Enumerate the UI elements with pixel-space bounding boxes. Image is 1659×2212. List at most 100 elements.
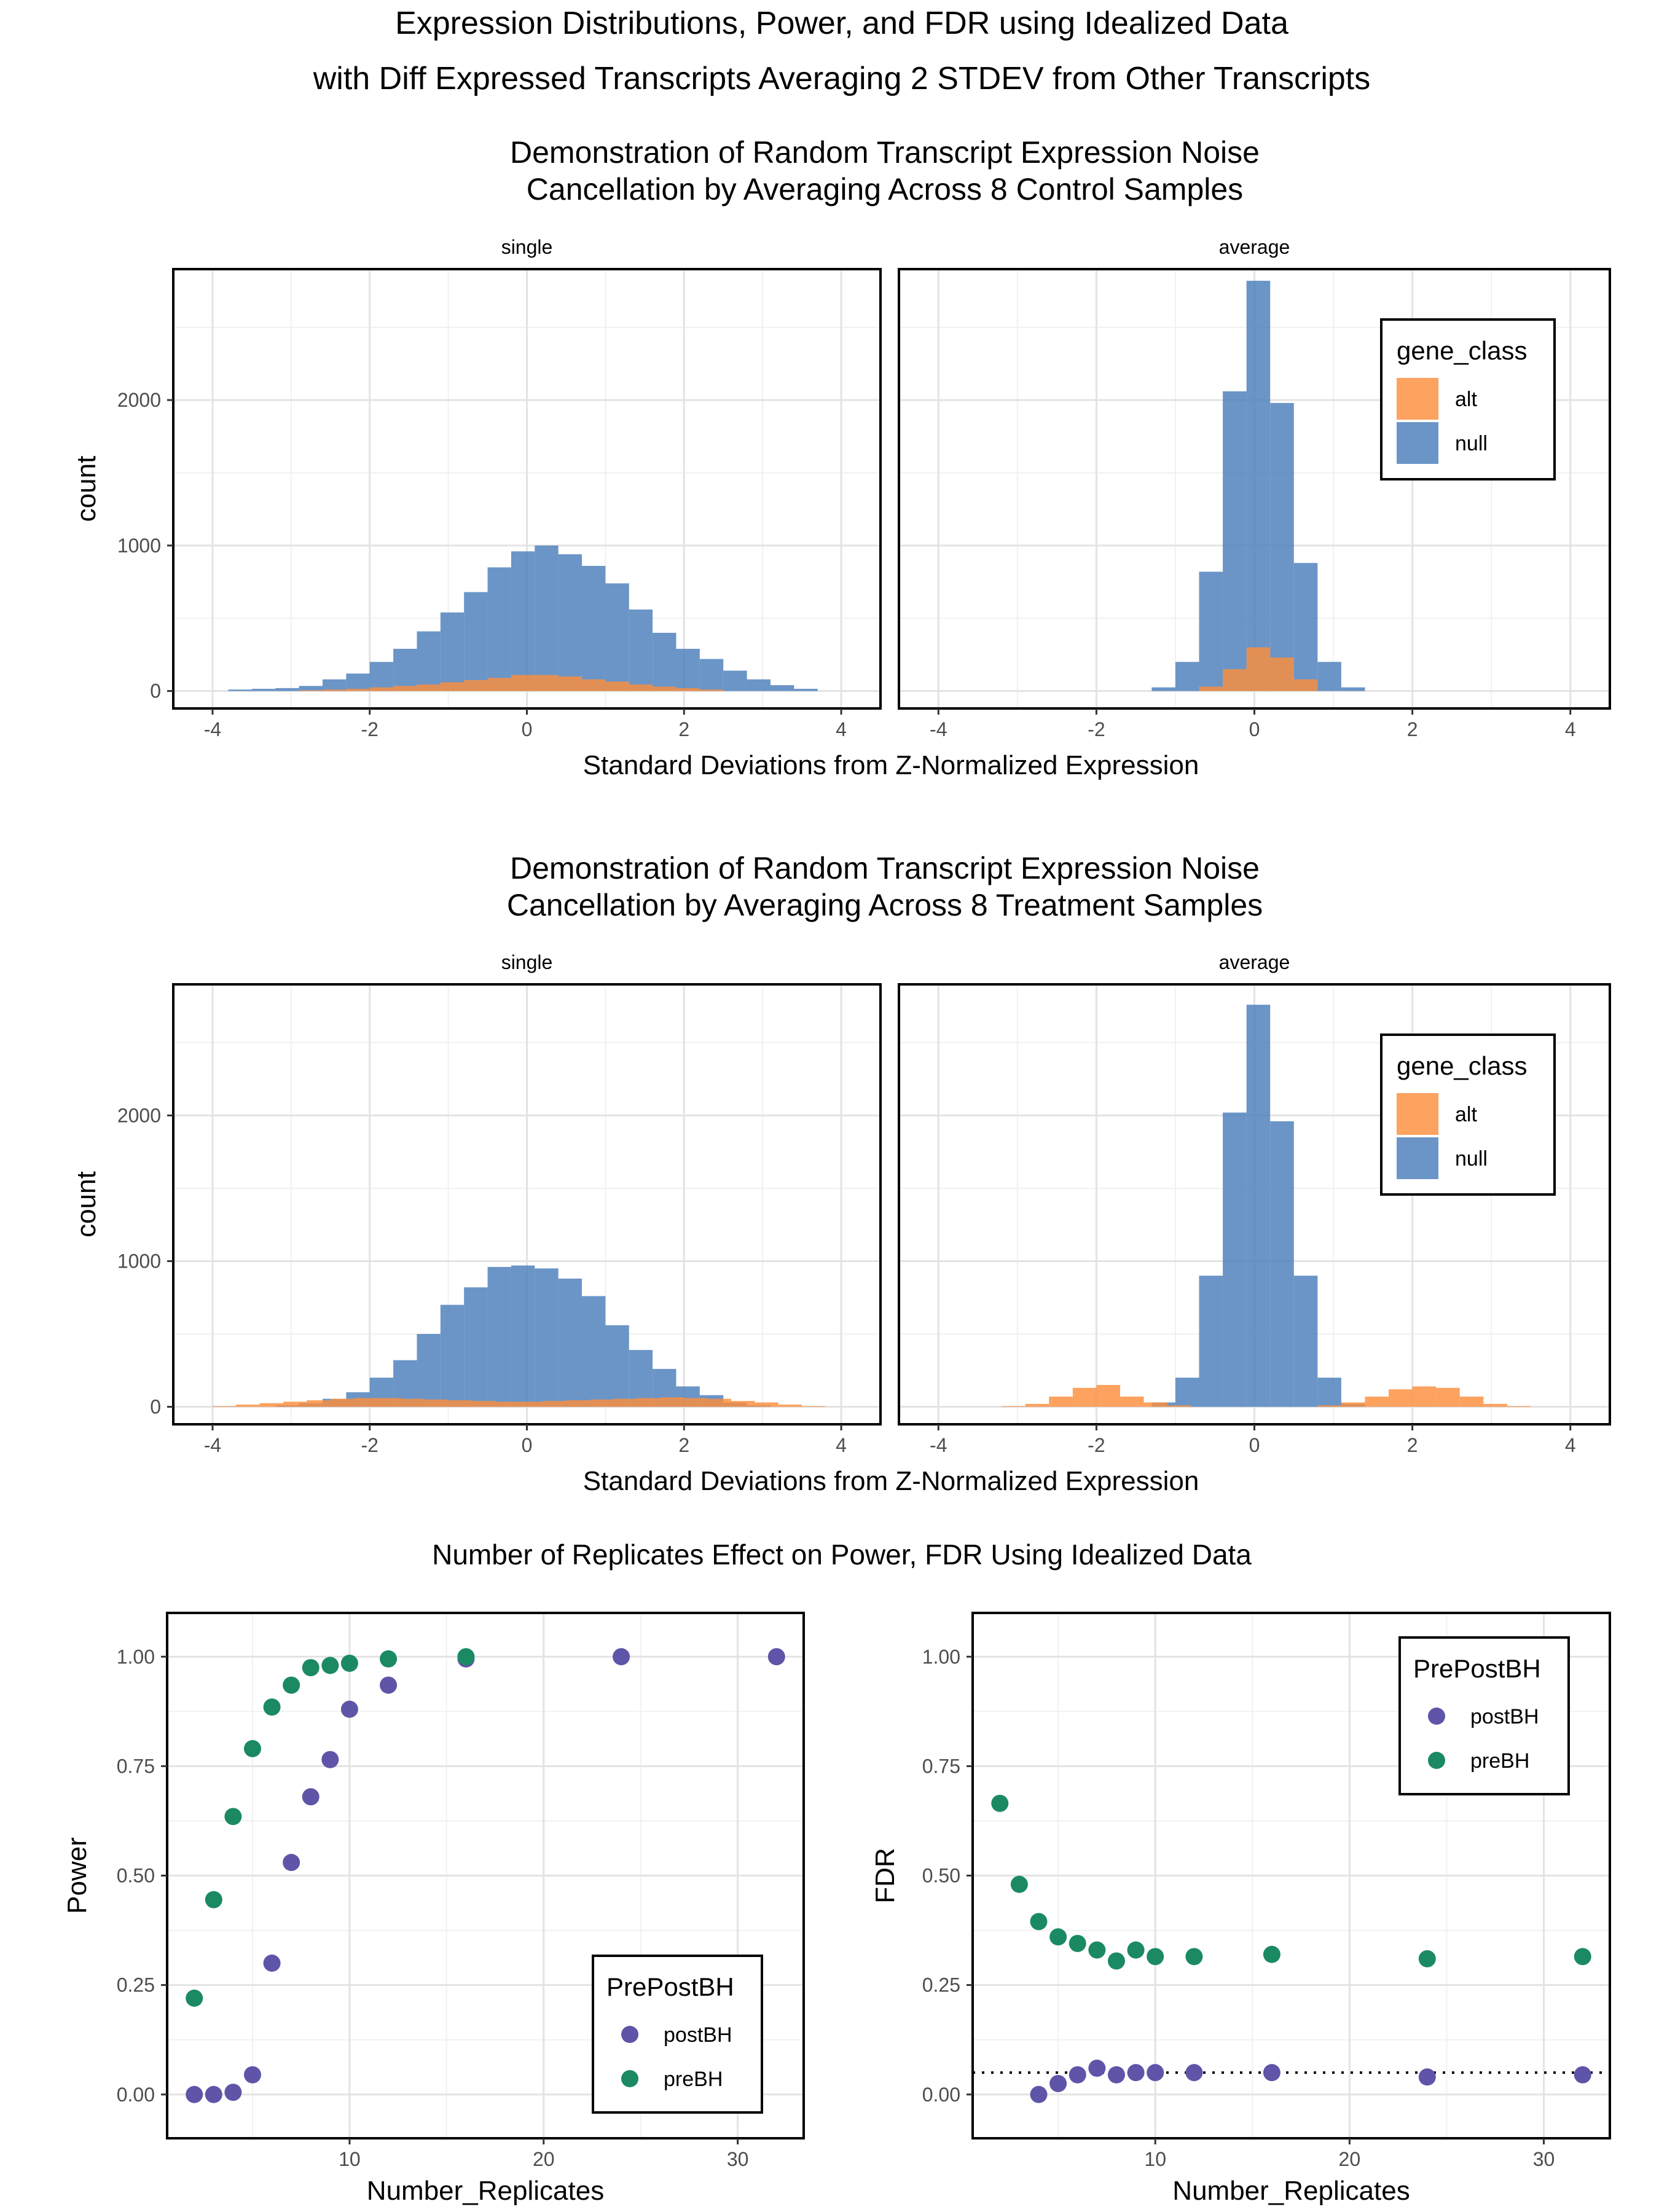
x-axis-label: Number_Replicates — [1172, 2176, 1410, 2206]
histogram-bar-alt — [629, 684, 653, 691]
histogram-bar-alt — [653, 686, 677, 691]
x-tick-label: 20 — [1339, 2148, 1361, 2170]
legend-title: gene_class — [1397, 336, 1527, 365]
legend-title: PrePostBH — [1413, 1654, 1541, 1683]
histogram-bar-alt — [425, 1399, 449, 1407]
histogram-bar-null — [794, 689, 818, 691]
histogram-bar-null — [1223, 391, 1247, 691]
point-postBH — [1127, 2064, 1145, 2082]
point-preBH — [321, 1657, 339, 1674]
y-tick-label: 0.75 — [117, 1755, 155, 1777]
histogram-bar-alt — [369, 687, 394, 691]
histogram-bar-null — [417, 1334, 441, 1407]
y-tick-label: 1.00 — [922, 1645, 960, 1668]
histogram-bar-alt — [440, 682, 465, 691]
histogram-bar-alt — [535, 675, 559, 691]
histogram-bar-null — [369, 662, 394, 691]
point-preBH — [263, 1698, 281, 1716]
histogram-bar-alt — [676, 688, 700, 691]
legend-box — [1398, 1636, 1570, 1795]
x-tick-label: 0 — [1249, 1434, 1260, 1456]
point-preBH — [380, 1650, 398, 1668]
histogram-bar-alt — [487, 678, 511, 691]
histogram-bar-alt — [511, 675, 535, 691]
histogram-bar-alt — [307, 1400, 331, 1407]
histogram-bar-null — [440, 1304, 465, 1407]
point-postBH — [1107, 2066, 1125, 2084]
histogram-bar-alt — [1436, 1387, 1460, 1407]
legend-key-alt — [1397, 1093, 1438, 1135]
point-preBH — [1147, 1948, 1164, 1966]
histogram-bar-alt — [707, 1398, 732, 1407]
x-tick-label: -2 — [361, 1434, 378, 1456]
histogram-bar-null — [299, 686, 323, 691]
histogram-bar-null — [1317, 662, 1341, 691]
histogram-bar-null — [1246, 1005, 1271, 1407]
point-postBH — [340, 1700, 358, 1718]
point-preBH — [1185, 1948, 1203, 1966]
y-axis-label: count — [71, 1171, 101, 1237]
histogram-bar-alt — [699, 689, 724, 691]
point-postBH — [1088, 2060, 1106, 2077]
histogram-bar-null — [228, 689, 252, 691]
histogram-bar-alt — [417, 684, 441, 691]
y-axis-label-power: Power — [62, 1837, 92, 1914]
x-tick-label: 10 — [1144, 2148, 1166, 2170]
histogram-bar-null — [1199, 571, 1223, 691]
histogram-bar-null — [653, 632, 677, 691]
panel-strip-average: average — [1219, 951, 1290, 973]
point-preBH — [457, 1648, 475, 1666]
x-tick-label: -4 — [930, 718, 947, 740]
x-tick-label: 20 — [533, 2148, 555, 2170]
y-tick-label: 0.25 — [117, 1974, 155, 1996]
histogram-bar-null — [1270, 402, 1294, 691]
histogram-bar-null — [676, 648, 700, 691]
main-title-line-2: with Diff Expressed Transcripts Averagin… — [313, 61, 1371, 96]
x-tick-label: -4 — [930, 1434, 947, 1456]
histogram-bar-null — [275, 688, 299, 691]
histogram-bar-alt — [377, 1398, 401, 1407]
histogram-bar-alt — [1365, 1396, 1389, 1407]
x-tick-label: 0 — [1249, 718, 1260, 740]
histogram-bar-null — [1317, 1378, 1341, 1407]
point-postBH — [186, 2085, 203, 2103]
histogram-bar-null — [346, 673, 370, 691]
panel-strip-average: average — [1219, 236, 1290, 258]
y-tick-label: 1000 — [117, 1250, 161, 1272]
point-postBH — [283, 1854, 300, 1872]
histogram-bar-alt — [1459, 1396, 1484, 1407]
legend-key-null — [1397, 1137, 1438, 1179]
point-preBH — [1418, 1950, 1436, 1967]
panel-strip-single: single — [501, 951, 553, 973]
point-postBH — [1147, 2064, 1164, 2082]
histogram-bar-null — [1175, 662, 1199, 691]
histogram-bar-null — [1293, 1276, 1318, 1407]
histogram-bar-alt — [519, 1402, 543, 1407]
point-preBH — [205, 1891, 222, 1908]
histogram-bar-alt — [731, 1401, 755, 1407]
legend-title: gene_class — [1397, 1051, 1527, 1080]
histogram-bar-alt — [605, 681, 629, 691]
histogram-bar-null — [699, 659, 724, 691]
x-axis-label: Standard Deviations from Z-Normalized Ex… — [583, 1466, 1199, 1496]
y-tick-label: 0.00 — [922, 2084, 960, 2106]
histogram-bar-alt — [1293, 679, 1318, 691]
y-axis-label-fdr: FDR — [870, 1848, 900, 1903]
histogram-bar-null — [511, 1265, 535, 1407]
histogram-bar-alt — [582, 679, 606, 691]
x-tick-label: 0 — [522, 1434, 533, 1456]
legend-label-alt: alt — [1455, 388, 1477, 411]
legend-box — [592, 1955, 763, 2114]
legend-key-null — [1397, 422, 1438, 464]
point-preBH — [991, 1794, 1009, 1812]
histogram-bar-alt — [755, 1402, 779, 1407]
legend-key-postBH — [621, 2026, 638, 2043]
histogram-bar-null — [251, 689, 276, 691]
x-tick-label: 4 — [1565, 1434, 1576, 1456]
point-preBH — [1574, 1948, 1591, 1966]
point-preBH — [1030, 1913, 1048, 1931]
legend-key-alt — [1397, 378, 1438, 420]
histogram-bar-null — [322, 679, 347, 691]
histogram-bar-null — [1270, 1121, 1294, 1407]
